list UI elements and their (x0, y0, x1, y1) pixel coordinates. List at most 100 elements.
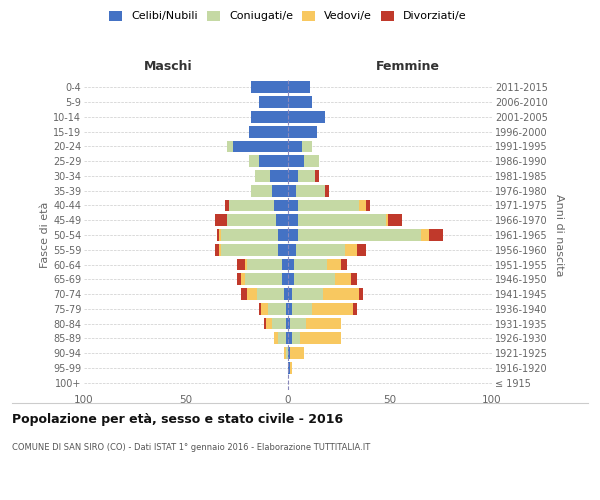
Bar (249, 156, 259, 167)
Bar (284, 347, 286, 359)
Bar (288, 318, 290, 330)
Bar (288, 274, 294, 285)
Bar (215, 214, 227, 226)
Bar (288, 332, 292, 344)
Bar (290, 318, 307, 330)
Bar (251, 111, 288, 123)
Bar (421, 229, 429, 241)
Bar (288, 185, 296, 196)
Bar (290, 347, 304, 359)
Bar (282, 258, 288, 270)
Bar (294, 258, 327, 270)
Bar (302, 140, 313, 152)
Bar (298, 200, 359, 211)
Bar (237, 258, 245, 270)
Bar (263, 318, 266, 330)
Bar (288, 244, 296, 256)
Bar (292, 332, 300, 344)
Bar (241, 274, 245, 285)
Bar (288, 214, 298, 226)
Bar (269, 170, 288, 182)
Bar (227, 140, 233, 152)
Bar (294, 274, 335, 285)
Text: COMUNE DI SAN SIRO (CO) - Dati ISTAT 1° gennaio 2016 - Elaborazione TUTTITALIA.I: COMUNE DI SAN SIRO (CO) - Dati ISTAT 1° … (12, 442, 370, 452)
Bar (247, 288, 257, 300)
Bar (288, 170, 298, 182)
Bar (313, 303, 353, 314)
Bar (247, 258, 282, 270)
Bar (288, 258, 294, 270)
Bar (341, 258, 347, 270)
Bar (245, 258, 247, 270)
Bar (274, 332, 278, 344)
Bar (304, 156, 319, 167)
Bar (262, 303, 268, 314)
Bar (268, 303, 286, 314)
Bar (272, 185, 288, 196)
Text: Maschi: Maschi (143, 60, 193, 72)
Y-axis label: Fasce di età: Fasce di età (40, 202, 50, 268)
Bar (325, 185, 329, 196)
Bar (282, 274, 288, 285)
Bar (266, 318, 272, 330)
Bar (274, 200, 288, 211)
Bar (288, 200, 298, 211)
Bar (278, 332, 286, 344)
Bar (288, 288, 292, 300)
Bar (256, 170, 269, 182)
Bar (259, 156, 288, 167)
Bar (237, 274, 241, 285)
Bar (233, 140, 288, 152)
Bar (288, 362, 290, 374)
Bar (215, 244, 218, 256)
Bar (229, 200, 274, 211)
Bar (307, 318, 341, 330)
Bar (429, 229, 443, 241)
Bar (300, 332, 341, 344)
Bar (249, 126, 288, 138)
Bar (286, 303, 288, 314)
Bar (276, 214, 288, 226)
Bar (251, 185, 272, 196)
Bar (286, 332, 288, 344)
Bar (296, 185, 325, 196)
Bar (288, 140, 302, 152)
Bar (292, 303, 313, 314)
Bar (351, 274, 358, 285)
Bar (296, 244, 345, 256)
Bar (227, 214, 276, 226)
Bar (259, 96, 288, 108)
Bar (218, 229, 221, 241)
Bar (386, 214, 388, 226)
Bar (358, 244, 365, 256)
Bar (225, 200, 229, 211)
Bar (221, 244, 278, 256)
Bar (288, 156, 304, 167)
Bar (365, 200, 370, 211)
Bar (241, 288, 247, 300)
Bar (288, 111, 325, 123)
Bar (298, 229, 421, 241)
Y-axis label: Anni di nascita: Anni di nascita (554, 194, 565, 276)
Bar (286, 347, 288, 359)
Legend: Celibi/Nubili, Coniugati/e, Vedovi/e, Divorziati/e: Celibi/Nubili, Coniugati/e, Vedovi/e, Di… (109, 10, 467, 22)
Bar (288, 347, 290, 359)
Bar (353, 303, 358, 314)
Bar (314, 170, 319, 182)
Text: Popolazione per età, sesso e stato civile - 2016: Popolazione per età, sesso e stato civil… (12, 412, 343, 426)
Bar (259, 303, 262, 314)
Bar (286, 318, 288, 330)
Bar (327, 258, 341, 270)
Bar (292, 288, 323, 300)
Bar (257, 288, 284, 300)
Bar (217, 229, 218, 241)
Bar (288, 303, 292, 314)
Bar (290, 362, 292, 374)
Bar (221, 229, 278, 241)
Bar (288, 96, 313, 108)
Bar (359, 288, 364, 300)
Bar (278, 244, 288, 256)
Text: Femmine: Femmine (376, 60, 440, 72)
Bar (288, 82, 310, 94)
Bar (288, 126, 317, 138)
